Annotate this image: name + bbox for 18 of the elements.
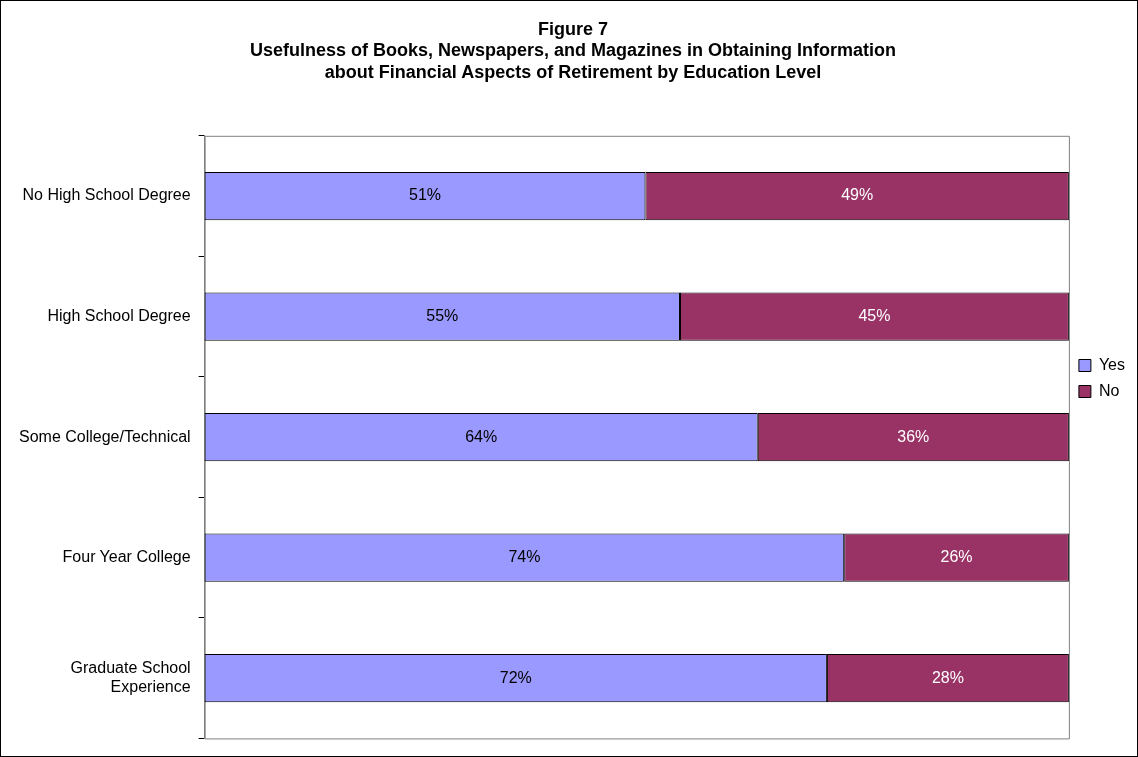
data-label: 55% — [426, 306, 459, 324]
legend-label: Yes — [1098, 355, 1126, 373]
legend-label: No — [1098, 381, 1120, 399]
data-label: 74% — [508, 548, 541, 566]
y-tick-label: No High School Degree — [22, 186, 191, 204]
y-tick-label: Four Year College — [62, 548, 191, 566]
data-label: 51% — [409, 186, 442, 204]
data-label: 49% — [841, 186, 874, 204]
y-tick-label: Some College/Technical — [18, 427, 191, 445]
chart-title: Figure 7 Usefulness of Books, Newspapers, and Magazines in Obtaining Information about Financial Aspects of Retirement by Education Level — [249, 18, 897, 82]
y-tick-label: High School Degree — [47, 306, 191, 324]
data-label: 72% — [499, 668, 532, 686]
data-label: 36% — [897, 427, 930, 445]
data-label: 45% — [858, 306, 891, 324]
data-label: 64% — [465, 427, 498, 445]
data-label: 28% — [931, 668, 964, 686]
y-tick-label: Graduate School Experience — [70, 658, 191, 696]
data-label: 26% — [940, 548, 973, 566]
